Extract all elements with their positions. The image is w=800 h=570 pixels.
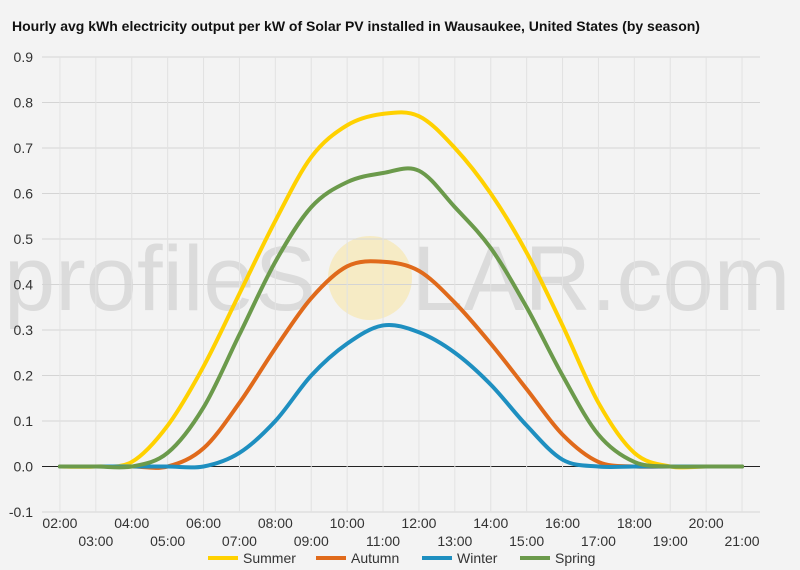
y-axis-ticks: -0.1 0.0 0.1 0.2 0.3 0.4 0.5 0.6 0.7 0.8 0.9 (9, 49, 33, 520)
grid (42, 56, 760, 513)
watermark: profileS LAR.com (4, 228, 790, 330)
y-tick-label: 0.4 (14, 277, 34, 293)
legend-label: Autumn (351, 550, 399, 566)
watermark-text-left: profileS (4, 228, 316, 330)
x-tick-label: 16:00 (545, 515, 580, 531)
y-tick-label: -0.1 (9, 504, 33, 520)
x-tick-label: 21:00 (725, 533, 760, 549)
x-tick-label: 19:00 (653, 533, 688, 549)
legend-item-winter[interactable]: Winter (422, 550, 498, 566)
x-tick-label: 15:00 (509, 533, 544, 549)
y-tick-label: 0.0 (14, 459, 34, 475)
series-line-winter (57, 323, 745, 470)
legend-label: Summer (243, 550, 296, 566)
series-line-summer (57, 110, 745, 470)
x-tick-label: 13:00 (437, 533, 472, 549)
x-tick-label: 10:00 (330, 515, 365, 531)
legend-label: Spring (555, 550, 595, 566)
x-tick-label: 17:00 (581, 533, 616, 549)
y-tick-label: 0.1 (14, 413, 34, 429)
x-tick-label: 06:00 (186, 515, 221, 531)
legend-item-spring[interactable]: Spring (520, 550, 595, 566)
legend-item-autumn[interactable]: Autumn (316, 550, 399, 566)
x-tick-label: 09:00 (294, 533, 329, 549)
x-tick-label: 03:00 (78, 533, 113, 549)
x-tick-label: 02:00 (42, 515, 77, 531)
y-tick-label: 0.2 (14, 368, 34, 384)
series-lines (57, 110, 745, 470)
x-tick-label: 11:00 (366, 533, 400, 549)
y-tick-label: 0.5 (14, 231, 34, 247)
y-tick-label: 0.6 (14, 186, 34, 202)
legend-item-summer[interactable]: Summer (208, 550, 296, 566)
legend-label: Winter (457, 550, 498, 566)
x-tick-label: 05:00 (150, 533, 185, 549)
y-tick-label: 0.8 (14, 95, 34, 111)
y-tick-label: 0.3 (14, 322, 34, 338)
x-tick-label: 12:00 (401, 515, 436, 531)
x-tick-label: 04:00 (114, 515, 149, 531)
x-tick-label: 18:00 (617, 515, 652, 531)
legend: Summer Autumn Winter Spring (208, 550, 595, 566)
y-tick-label: 0.9 (14, 49, 34, 65)
x-axis-ticks: 02:0003:0004:0005:0006:0007:0008:0009:00… (42, 515, 759, 549)
series-line-spring (57, 166, 745, 470)
watermark-text-right: LAR.com (412, 228, 790, 330)
x-tick-label: 08:00 (258, 515, 293, 531)
y-tick-label: 0.7 (14, 140, 34, 156)
x-tick-label: 14:00 (473, 515, 508, 531)
x-tick-label: 07:00 (222, 533, 257, 549)
chart-title: Hourly avg kWh electricity output per kW… (12, 18, 700, 34)
x-tick-label: 20:00 (689, 515, 724, 531)
watermark-sun-icon (328, 236, 412, 320)
